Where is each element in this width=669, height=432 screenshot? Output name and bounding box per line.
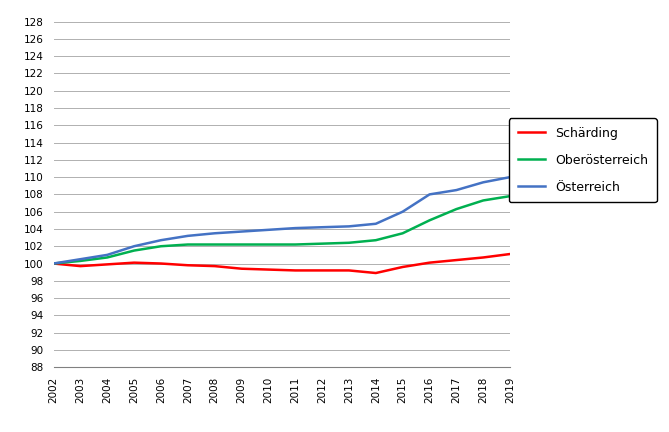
- Schärding: [157, 261, 165, 266]
- Oberösterreich: [318, 241, 326, 246]
- Oberösterreich: [76, 258, 84, 264]
- Oberösterreich: [157, 244, 165, 249]
- Schärding: [130, 260, 138, 265]
- Oberösterreich: [291, 242, 299, 247]
- Österreich: [184, 233, 192, 238]
- Schärding: [506, 251, 514, 257]
- Schärding: [291, 268, 299, 273]
- Oberösterreich: [264, 242, 272, 247]
- Oberösterreich: [506, 194, 514, 199]
- Österreich: [237, 229, 246, 234]
- Line: Österreich: Österreich: [54, 177, 510, 264]
- Österreich: [399, 209, 407, 214]
- Österreich: [211, 231, 219, 236]
- Schärding: [211, 264, 219, 269]
- Schärding: [76, 264, 84, 269]
- Schärding: [425, 260, 434, 265]
- Oberösterreich: [479, 198, 487, 203]
- Österreich: [76, 257, 84, 262]
- Österreich: [291, 226, 299, 231]
- Oberösterreich: [452, 206, 460, 212]
- Oberösterreich: [425, 218, 434, 223]
- Österreich: [372, 221, 380, 226]
- Österreich: [103, 252, 111, 257]
- Schärding: [399, 264, 407, 270]
- Österreich: [345, 224, 353, 229]
- Österreich: [452, 187, 460, 193]
- Line: Oberösterreich: Oberösterreich: [54, 196, 510, 264]
- Oberösterreich: [237, 242, 246, 247]
- Schärding: [345, 268, 353, 273]
- Österreich: [479, 180, 487, 185]
- Line: Schärding: Schärding: [54, 254, 510, 273]
- Österreich: [318, 225, 326, 230]
- Schärding: [372, 270, 380, 276]
- Oberösterreich: [345, 240, 353, 245]
- Österreich: [130, 244, 138, 249]
- Österreich: [50, 261, 58, 266]
- Oberösterreich: [372, 238, 380, 243]
- Schärding: [264, 267, 272, 272]
- Oberösterreich: [399, 231, 407, 236]
- Österreich: [425, 192, 434, 197]
- Österreich: [264, 227, 272, 232]
- Schärding: [103, 262, 111, 267]
- Österreich: [157, 238, 165, 243]
- Schärding: [50, 261, 58, 266]
- Schärding: [184, 263, 192, 268]
- Oberösterreich: [103, 255, 111, 260]
- Oberösterreich: [184, 242, 192, 247]
- Oberösterreich: [130, 248, 138, 253]
- Oberösterreich: [50, 261, 58, 266]
- Oberösterreich: [211, 242, 219, 247]
- Legend: Schärding, Oberösterreich, Österreich: Schärding, Oberösterreich, Österreich: [508, 118, 657, 203]
- Schärding: [479, 255, 487, 260]
- Schärding: [237, 266, 246, 271]
- Schärding: [452, 257, 460, 263]
- Österreich: [506, 175, 514, 180]
- Schärding: [318, 268, 326, 273]
